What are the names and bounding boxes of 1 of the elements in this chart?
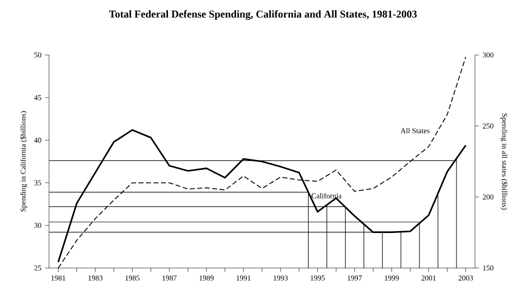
chart-title: Total Federal Defense Spending, California and All States, 1981-2003 [109, 10, 417, 20]
